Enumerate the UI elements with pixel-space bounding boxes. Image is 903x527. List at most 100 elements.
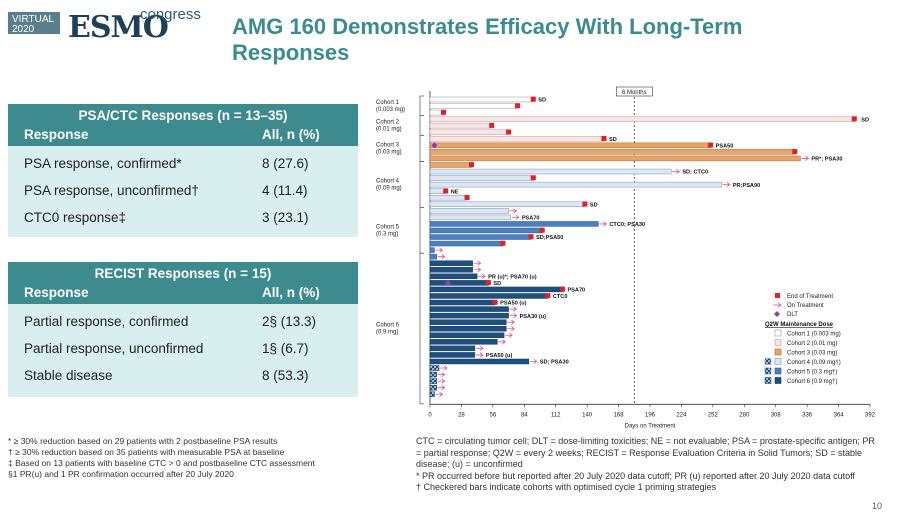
table-row: CTC0 response‡ 3 (23.1): [8, 204, 358, 231]
end-of-treatment-marker: [851, 116, 857, 122]
x-tick-label: 56: [490, 412, 497, 418]
logo-virtual-badge: VIRTUAL 2020: [8, 12, 60, 35]
end-of-treatment-marker: [708, 142, 714, 148]
on-treatment-arrow: [509, 208, 518, 214]
col-response: Response: [24, 127, 89, 142]
cohort-label: (0.03 mg): [376, 149, 402, 155]
end-of-treatment-marker: [515, 103, 521, 109]
legend-label: On Treatment: [787, 303, 824, 309]
col-all: All, n (%): [262, 285, 320, 300]
response-label: SD: [493, 281, 501, 287]
patient-bar: [429, 136, 605, 142]
x-tick-label: 28: [458, 412, 465, 418]
patient-bar: [429, 293, 549, 299]
end-of-treatment-marker: [528, 234, 534, 240]
on-treatment-arrow: [437, 254, 446, 260]
patient-bar: [429, 273, 478, 280]
legend-swatch-checkered: [764, 377, 772, 384]
patient-bar: [429, 195, 468, 201]
recist-table: RECIST Responses (n = 15) Response All, …: [8, 262, 358, 397]
on-treatment-arrow: [435, 391, 444, 397]
row-value: 8 (53.3): [262, 368, 309, 383]
response-label: SD: [609, 137, 617, 143]
footnote: † ≥ 30% reduction based on 35 patients w…: [8, 447, 285, 457]
patient-bar: [429, 129, 509, 135]
row-value: 2§ (13.3): [262, 314, 317, 329]
table-row: Partial response, unconfirmed 1§ (6.7): [8, 335, 358, 362]
psa-table-header: PSA/CTC Responses (n = 13–35) Response A…: [8, 104, 358, 146]
legend-swatch: [774, 358, 782, 365]
col-all: All, n (%): [262, 127, 320, 142]
patient-bar: [429, 149, 796, 155]
patient-bar: [429, 155, 801, 162]
on-treatment-arrow: [529, 358, 538, 364]
response-label: SD; CTC0: [682, 170, 708, 176]
response-label: CTC0: [553, 294, 568, 300]
end-of-treatment-marker: [506, 129, 512, 135]
x-tick-label: 196: [645, 412, 656, 418]
row-label: Partial response, confirmed: [24, 314, 189, 329]
patient-bar: [429, 384, 437, 391]
response-label: CTC0; PSA30: [609, 222, 645, 228]
on-treatment-arrow: [599, 221, 608, 227]
response-label: NE: [451, 189, 459, 195]
dlt-marker: [431, 142, 438, 149]
x-tick-label: 84: [521, 412, 528, 418]
page-number: 10: [872, 501, 883, 511]
x-tick-label: 224: [676, 412, 687, 418]
response-label: SD;PSA50: [536, 235, 563, 241]
end-of-treatment-marker: [792, 149, 798, 155]
on-treatment-arrow: [473, 260, 482, 266]
patient-bar: [429, 234, 532, 240]
legend-swatch-checkered: [764, 367, 772, 375]
x-tick-label: 336: [802, 412, 813, 418]
row-value: 8 (27.6): [262, 156, 309, 171]
response-label: SD: [590, 202, 598, 208]
footnote: * ≥ 30% reduction based on 29 patients w…: [8, 436, 278, 446]
x-axis-label: Days on Treatment: [625, 423, 676, 429]
row-value: 4 (11.4): [262, 183, 308, 198]
patient-bar: [429, 267, 473, 273]
end-of-treatment-marker: [440, 109, 446, 115]
patient-bar: [429, 352, 476, 358]
legend-label: Cohort 5 (0.3 mg†): [787, 370, 837, 376]
patient-bar: [429, 208, 509, 214]
patient-bar: [429, 299, 496, 306]
cohort-label: Cohort 2: [376, 119, 400, 125]
response-label: PR*; PSA30: [811, 157, 842, 163]
end-of-treatment-marker: [530, 175, 536, 181]
row-value: 3 (23.1): [262, 210, 309, 225]
cohort-label: (0.9 mg): [376, 330, 398, 336]
row-label: Stable disease: [24, 368, 113, 383]
patient-bar: [429, 96, 534, 103]
patient-bar: [429, 103, 518, 109]
on-treatment-arrow: [509, 313, 518, 319]
patient-bar: [429, 312, 509, 319]
end-of-treatment-marker: [545, 293, 551, 299]
on-treatment-arrow: [511, 214, 520, 220]
patient-bar: [429, 240, 504, 247]
cohort-label: Cohort 3: [376, 142, 400, 148]
footnotes-left: * ≥ 30% reduction based on 29 patients w…: [8, 436, 368, 480]
patient-bar: [429, 227, 543, 234]
x-tick-label: 112: [551, 412, 561, 418]
x-tick-label: 168: [614, 412, 625, 418]
on-treatment-arrow: [437, 378, 446, 384]
x-tick-label: 392: [865, 412, 876, 418]
response-label: PR (u)*; PSA70 (u): [488, 275, 537, 281]
patient-bar: [429, 358, 530, 365]
footnote: † Checkered bars indicate cohorts with o…: [416, 482, 717, 492]
on-treatment-arrow: [505, 332, 513, 338]
end-of-treatment-marker: [559, 286, 565, 292]
response-label: SD: [861, 117, 869, 123]
patient-bar: [429, 365, 440, 371]
table-row: PSA response, confirmed* 8 (27.6): [8, 150, 358, 177]
end-of-treatment-marker: [601, 136, 607, 141]
legend-label: Cohort 1 (0.003 mg): [787, 332, 841, 338]
six-month-label-box: [615, 86, 653, 97]
x-tick-label: 280: [739, 412, 750, 418]
response-label: PSA70: [522, 216, 540, 222]
end-of-treatment-marker: [530, 96, 536, 102]
legend-swatch: [774, 329, 782, 337]
cohort-label: Cohort 6: [376, 323, 400, 329]
